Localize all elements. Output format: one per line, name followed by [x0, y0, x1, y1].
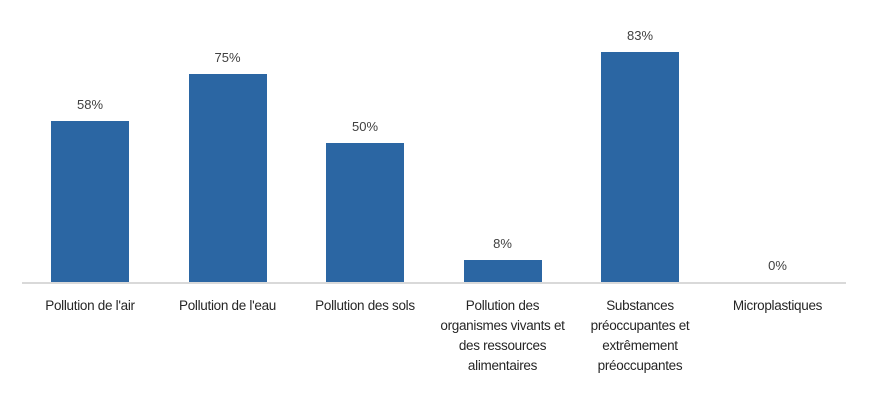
bar	[188, 74, 267, 282]
data-label: 0%	[768, 258, 787, 273]
category-label: Pollution des organismes vivants et des …	[440, 298, 565, 373]
bar	[326, 143, 404, 282]
bar	[463, 260, 542, 282]
data-label: 75%	[214, 50, 241, 65]
category-label: Pollution de l'air	[45, 298, 135, 313]
category-label: Pollution des sols	[315, 298, 415, 313]
bar	[51, 121, 129, 282]
bar	[601, 52, 679, 282]
category-label: Microplastiques	[732, 298, 823, 313]
data-label: 50%	[351, 119, 379, 134]
category-label: Substances préoccupantes et extrêmement …	[590, 298, 690, 373]
category-label: Pollution de l'eau	[178, 298, 276, 313]
data-label: 8%	[493, 236, 512, 251]
data-label: 58%	[76, 97, 104, 112]
data-label: 83%	[626, 28, 654, 43]
x-axis-line	[22, 282, 846, 284]
